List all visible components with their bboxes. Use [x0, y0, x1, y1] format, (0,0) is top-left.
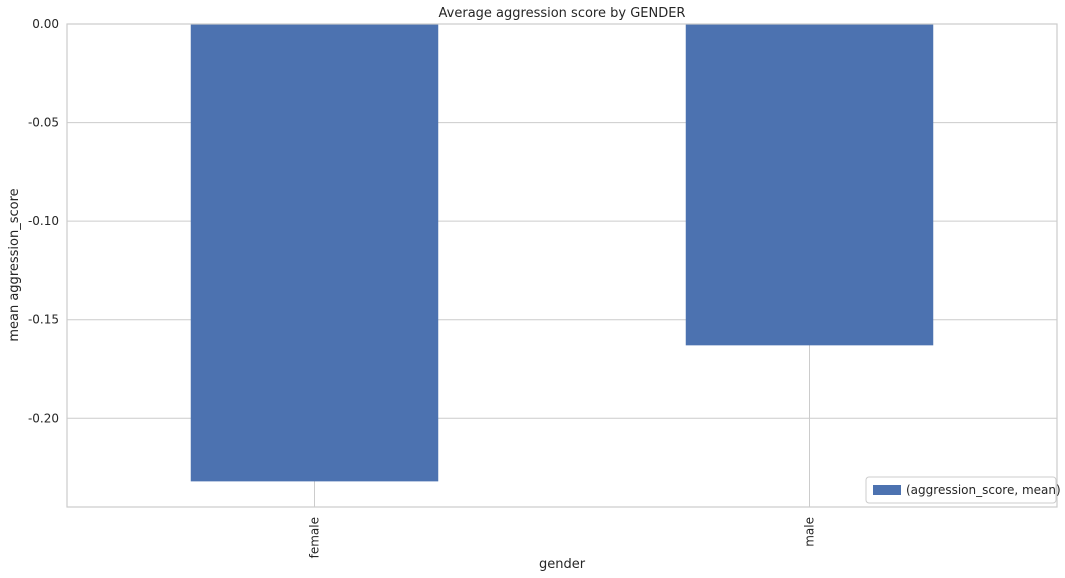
x-axis-ticks: female male — [308, 517, 817, 558]
bar-female — [190, 24, 439, 482]
bar-male — [685, 24, 934, 346]
x-axis-label: gender — [539, 557, 586, 572]
y-tick-label: -0.15 — [28, 313, 59, 327]
legend-box — [865, 476, 1057, 504]
y-tick-label: -0.05 — [28, 116, 59, 130]
legend-entry-label: (aggression_score, mean) — [906, 483, 1061, 497]
y-tick-label: -0.20 — [28, 411, 59, 425]
chart-title: Average aggression score by GENDER — [439, 6, 686, 21]
y-tick-label: 0.00 — [32, 17, 59, 31]
x-tick-label: male — [803, 517, 817, 547]
bars — [190, 24, 934, 482]
y-axis-ticks: 0.00 -0.05 -0.10 -0.15 -0.20 — [28, 17, 59, 425]
plot-border — [66, 23, 1058, 508]
y-axis-label: mean aggression_score — [7, 188, 22, 341]
legend-swatch — [873, 485, 901, 495]
legend: (aggression_score, mean) — [865, 476, 1061, 504]
y-tick-label: -0.10 — [28, 214, 59, 228]
x-tick-label: female — [308, 517, 322, 558]
plot-frame — [66, 23, 1058, 508]
